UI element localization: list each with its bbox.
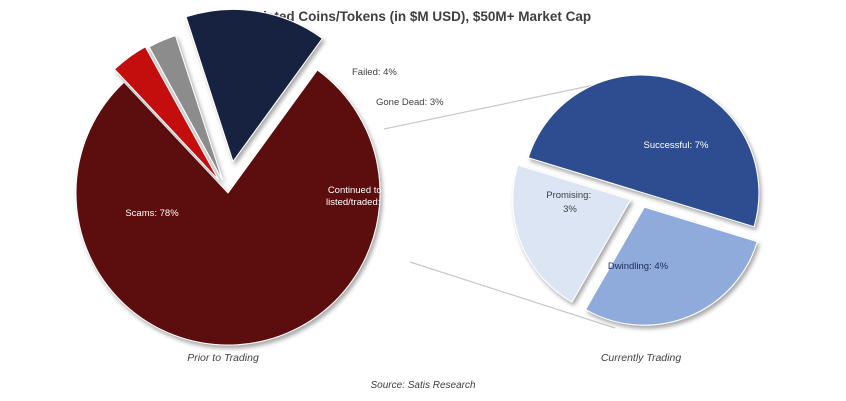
pie-slice-continued-to-get-listed-traded [185, 8, 324, 163]
connector-line-bottom [409, 261, 616, 329]
pie-slice-dwindling [584, 206, 758, 326]
pie-currently-trading [512, 74, 760, 326]
pie-slice-successful [527, 74, 760, 228]
caption-currently-trading: Currently Trading [601, 352, 681, 364]
label-failed: Failed: 4% [352, 67, 397, 78]
pie-slice-promising [512, 164, 632, 303]
label-successful: Successful: 7% [644, 140, 709, 151]
pie-slice-gone-dead [148, 34, 223, 181]
chart-title: Listed Coins/Tokens (in $M USD), $50M+ M… [255, 9, 591, 24]
source-note: Source: Satis Research [370, 380, 475, 391]
label-continued: Continued to get listed/traded: 15% [326, 185, 403, 208]
label-scams: Scams: 78% [125, 208, 179, 219]
label-gone-dead: Gone Dead: 3% [376, 97, 444, 108]
pie-slice-failed [113, 46, 220, 181]
pie-slice-scams [75, 69, 381, 346]
caption-prior-to-trading: Prior to Trading [187, 352, 259, 364]
pie-prior-to-trading [75, 8, 381, 346]
connector-line-top [383, 79, 619, 130]
label-promising: Promising: 3% [546, 190, 594, 215]
label-dwindling: Dwindling: 4% [608, 261, 669, 272]
